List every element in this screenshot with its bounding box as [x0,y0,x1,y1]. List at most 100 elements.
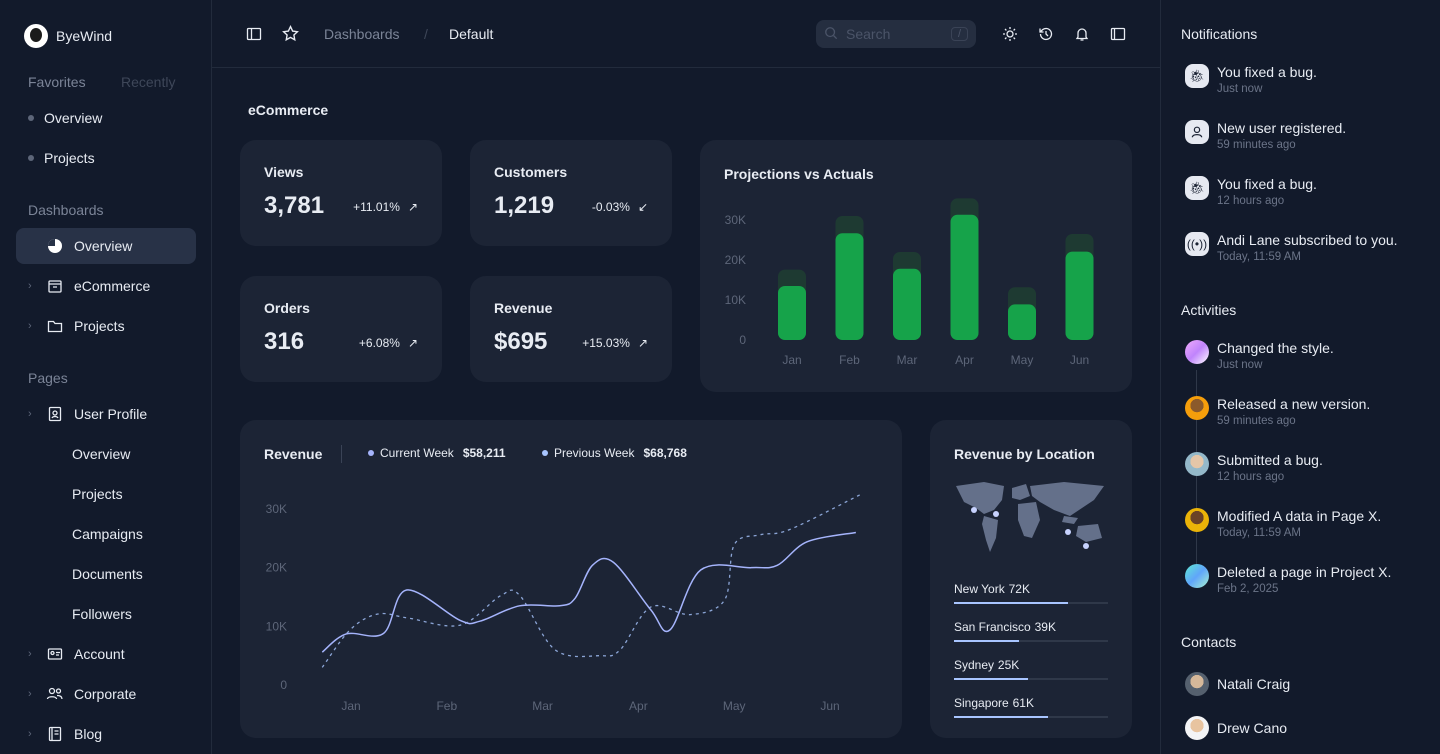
stat-title: Customers [494,164,568,180]
notification-item[interactable]: ((•)) Andi Lane subscribed to you. Today, … [1185,232,1398,263]
chevron-right-icon: › [28,408,32,420]
y-tick-label: 30K [266,502,287,516]
subitem-overview[interactable]: Overview [72,446,131,462]
x-tick-label: Apr [629,699,648,713]
sidebar-item-label: User Profile [74,406,148,422]
contact-name: Drew Cano [1217,720,1288,736]
bell-icon[interactable] [1074,26,1090,45]
notification-item[interactable]: 🐞︎ You fixed a bug. 12 hours ago [1185,176,1317,207]
sidebar-item-projects[interactable]: › Projects [16,308,196,344]
x-tick-label: Mar [897,353,918,367]
activity-item[interactable]: Deleted a page in Project X. Feb 2, 2025 [1185,564,1391,595]
notifications-heading: Notifications [1181,26,1258,42]
favorite-label: Projects [44,150,95,166]
search-input[interactable]: Search / [816,20,976,48]
favorite-projects[interactable]: Projects [28,150,95,166]
notification-time: Just now [1217,83,1263,95]
activity-item[interactable]: Released a new version. 59 minutes ago [1185,396,1370,427]
brand-avatar [24,24,48,48]
notebook-icon [46,725,64,743]
stat-title: Orders [264,300,310,316]
x-tick-label: Jun [1070,353,1089,367]
legend-current-week: Current Week $58,211 [368,446,506,460]
brand[interactable]: ByeWind [24,24,112,48]
sidebar: ByeWind Favorites Recently Overview Proj… [0,0,212,754]
progress-fill [954,678,1028,680]
trend-up-icon: ↗ [407,200,418,214]
x-tick-label: May [723,699,746,713]
sidebar-item-label: Blog [74,726,103,742]
sidebar-toggle-icon[interactable] [246,26,262,45]
location-city: Sydney [954,658,995,672]
x-tick-label: Mar [532,699,553,713]
sun-icon[interactable] [1002,26,1018,45]
sidebar-item-account[interactable]: › Account [16,636,196,672]
bar-chart: 0 10K 20K 30K Jan Feb Mar Apr May Jun [725,198,1094,367]
progress-track [954,640,1108,642]
notification-item[interactable]: 🐞︎ You fixed a bug. Just now [1185,64,1317,95]
notification-text: New user registered. [1217,120,1347,136]
location-city: New York [954,582,1005,596]
right-panel-toggle-icon[interactable] [1110,26,1126,45]
sidebar-item-overview[interactable]: Overview [16,228,196,264]
activity-item[interactable]: Modified A data in Page X. Today, 11:59 A… [1185,508,1381,539]
notification-time: 12 hours ago [1217,195,1285,207]
avatar [1185,452,1209,476]
activity-text: Changed the style. [1217,340,1334,356]
sidebar-item-blog[interactable]: › Blog [16,716,196,752]
line-chart: 0 10K 20K 30K Jan Feb Mar Apr May Jun [266,494,860,713]
subitem-followers[interactable]: Followers [72,606,132,622]
star-icon[interactable] [282,24,299,45]
contact-item[interactable]: Drew Cano [1185,716,1287,740]
subitem-campaigns[interactable]: Campaigns [72,526,143,542]
actual-bar [893,268,921,340]
location-city: San Francisco [954,620,1031,634]
favorite-label: Overview [44,110,103,126]
avatar [1185,508,1209,532]
dot-icon [28,155,34,161]
chart-title: Projections vs Actuals [724,166,874,182]
activity-time: 59 minutes ago [1217,415,1296,427]
history-icon[interactable] [1038,26,1054,45]
breadcrumb-default[interactable]: Default [449,26,494,42]
notification-item[interactable]: New user registered. 59 minutes ago [1185,120,1346,151]
topbar: Dashboards / Default Search / [212,0,1160,68]
contact-item[interactable]: Natali Craig [1185,672,1290,696]
contact-name: Natali Craig [1217,676,1291,692]
favorite-overview[interactable]: Overview [28,110,102,126]
actual-bar [950,214,979,340]
tab-favorites[interactable]: Favorites [28,74,86,90]
stat-card-orders: Orders 316 +6.08% ↗ [240,276,442,382]
legend-label: Previous Week [554,446,635,460]
activity-text: Modified A data in Page X. [1217,508,1382,524]
sidebar-item-user-profile[interactable]: › User Profile [16,396,196,432]
y-tick-label: 20K [725,253,746,267]
sidebar-item-label: eCommerce [74,278,151,294]
tab-recently[interactable]: Recently [121,74,176,90]
legend-dot [368,450,374,456]
brand-name: ByeWind [56,28,113,44]
section-dashboards: Dashboards [28,202,104,218]
sidebar-item-corporate[interactable]: › Corporate [16,676,196,712]
breadcrumb-separator: / [424,26,428,42]
section-pages: Pages [28,370,68,386]
activity-time: Feb 2, 2025 [1217,583,1279,595]
activity-item[interactable]: Changed the style. Just now [1185,340,1334,371]
location-city: Singapore [954,696,1009,710]
activity-text: Submitted a bug. [1217,452,1323,468]
y-tick-label: 0 [739,333,746,347]
location-value: 25K [997,658,1020,672]
page-title: eCommerce [248,102,329,118]
activity-item[interactable]: Submitted a bug. 12 hours ago [1185,452,1323,483]
location-san-francisco: San Francisco 39K [954,618,1108,642]
subitem-projects[interactable]: Projects [72,486,123,502]
stat-value: $695 [494,328,548,355]
breadcrumb-dashboards[interactable]: Dashboards [324,26,400,42]
sidebar-item-ecommerce[interactable]: › eCommerce [16,268,196,304]
stat-card-views: Views 3,781 +11.01% ↗ [240,140,442,246]
progress-track [954,602,1108,604]
stat-card-revenue: Revenue $695 +15.03% ↗ [470,276,672,382]
stat-value: 3,781 [264,192,325,219]
subitem-documents[interactable]: Documents [72,566,143,582]
location-new-york: New York 72K [954,580,1108,604]
